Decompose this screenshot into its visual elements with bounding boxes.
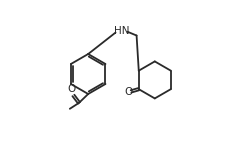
Text: O: O: [125, 87, 133, 97]
Text: O: O: [67, 84, 76, 94]
Text: HN: HN: [114, 26, 129, 36]
